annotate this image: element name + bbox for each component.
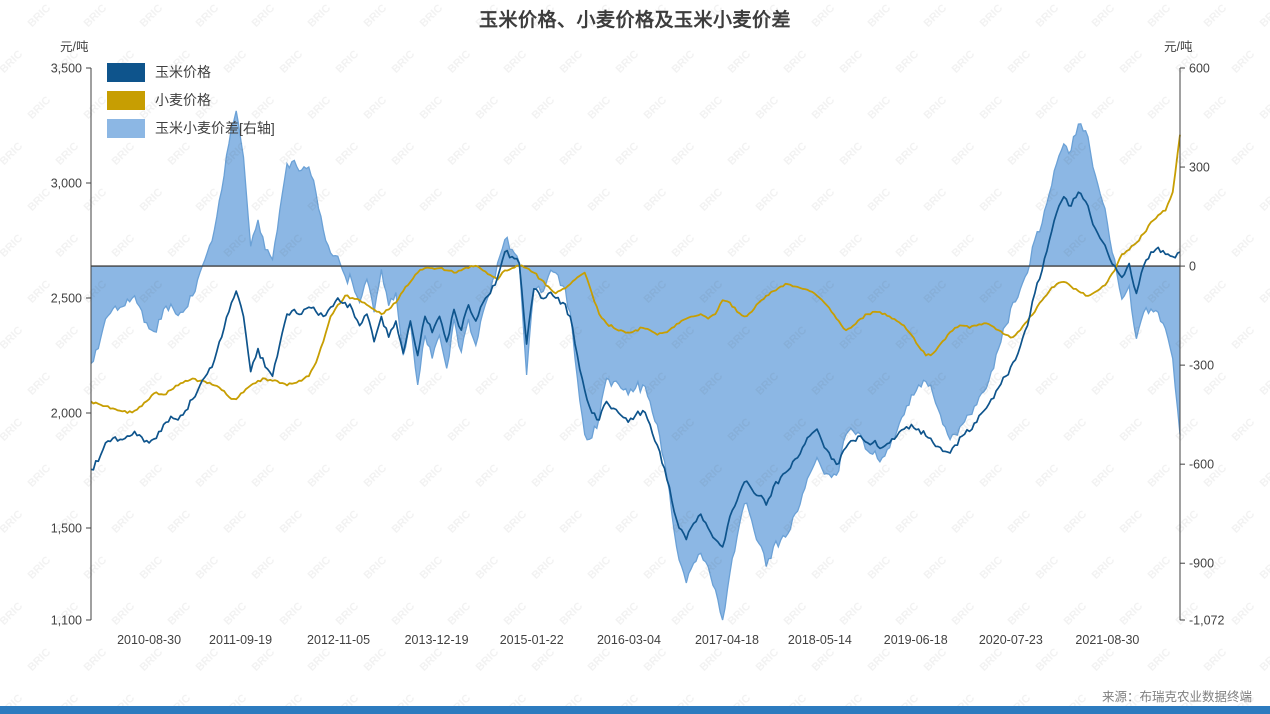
price-diff-area	[91, 110, 1180, 621]
right-axis-tick-label: -600	[1189, 458, 1214, 472]
right-axis-tick-label: 300	[1189, 161, 1210, 175]
legend-label-wheat-price: 小麦价格	[155, 92, 211, 108]
corn-price-line	[90, 191, 1181, 548]
x-axis-tick-label: 2016-03-04	[597, 633, 661, 647]
x-axis-tick-label: 2017-04-18	[695, 633, 759, 647]
x-axis-tick-label: 2020-07-23	[979, 633, 1043, 647]
legend-label-corn-price: 玉米价格	[155, 64, 211, 80]
x-axis-tick-label: 2011-09-19	[209, 633, 272, 647]
wheat-price-line	[90, 134, 1181, 414]
left-axis-tick-label: 1,500	[51, 522, 82, 536]
x-axis-tick-label: 2012-11-05	[307, 633, 370, 647]
legend-item-wheat-price[interactable]: 小麦价格	[107, 91, 275, 110]
x-axis-tick-label: 2013-12-19	[405, 633, 469, 647]
wheat-price-swatch	[107, 91, 145, 110]
left-axis-tick-label: 3,000	[51, 177, 82, 191]
right-axis-tick-label: 0	[1189, 260, 1196, 274]
x-axis-tick-label: 2018-05-14	[788, 633, 852, 647]
legend: 玉米价格 小麦价格 玉米小麦价差[右轴]	[107, 63, 275, 147]
right-axis-tick-label: -300	[1189, 359, 1214, 373]
window-footer-bar	[0, 706, 1270, 714]
corn-price-swatch	[107, 63, 145, 82]
right-axis-tick-label: -900	[1189, 557, 1214, 571]
right-axis-unit-label: 元/吨	[1164, 40, 1193, 54]
price-diff-edge	[90, 110, 1181, 621]
left-axis-unit-label: 元/吨	[60, 40, 89, 54]
left-axis-tick-label: 1,100	[51, 614, 82, 628]
source-note: 来源：布瑞克农业数据终端	[1101, 690, 1252, 704]
left-axis-tick-label: 3,500	[51, 62, 82, 76]
price-diff-swatch	[107, 119, 145, 138]
x-axis-tick-label: 2010-08-30	[117, 633, 181, 647]
left-axis-tick-label: 2,500	[51, 292, 82, 306]
left-axis-tick-label: 2,000	[51, 407, 82, 421]
right-axis-tick-label: -1,072	[1189, 614, 1224, 628]
legend-item-price-diff[interactable]: 玉米小麦价差[右轴]	[107, 119, 275, 138]
x-axis-tick-label: 2021-08-30	[1075, 633, 1139, 647]
x-axis-tick-label: 2015-01-22	[500, 633, 564, 647]
chart-title: 玉米价格、小麦价格及玉米小麦价差	[478, 10, 791, 31]
legend-item-corn-price[interactable]: 玉米价格	[107, 63, 275, 82]
x-axis-tick-label: 2019-06-18	[884, 633, 948, 647]
legend-label-price-diff: 玉米小麦价差[右轴]	[155, 120, 275, 136]
right-axis-tick-label: 600	[1189, 62, 1210, 76]
